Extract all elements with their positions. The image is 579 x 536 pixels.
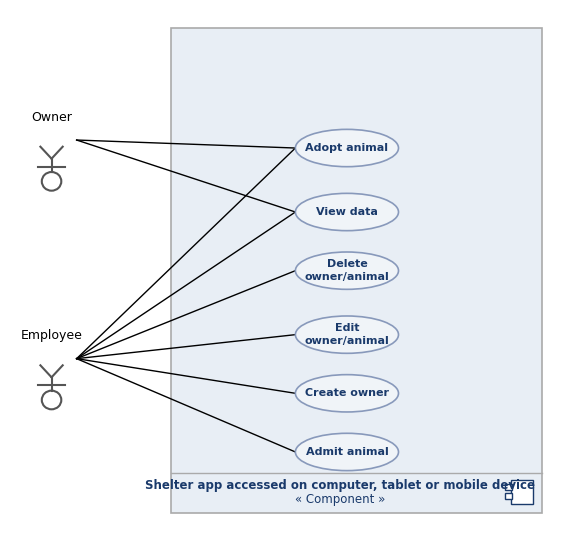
Text: Create owner: Create owner bbox=[305, 388, 389, 398]
Ellipse shape bbox=[295, 129, 398, 167]
Text: Owner: Owner bbox=[31, 111, 72, 124]
Text: « Component »: « Component » bbox=[295, 494, 385, 507]
Text: Edit
owner/animal: Edit owner/animal bbox=[305, 323, 389, 346]
Ellipse shape bbox=[295, 252, 398, 289]
Text: Adopt animal: Adopt animal bbox=[306, 143, 389, 153]
Ellipse shape bbox=[295, 375, 398, 412]
Ellipse shape bbox=[295, 316, 398, 353]
FancyBboxPatch shape bbox=[511, 480, 533, 504]
Text: Employee: Employee bbox=[21, 329, 82, 343]
Text: Shelter app accessed on computer, tablet or mobile device: Shelter app accessed on computer, tablet… bbox=[145, 479, 535, 492]
Ellipse shape bbox=[295, 433, 398, 471]
Ellipse shape bbox=[295, 193, 398, 230]
Text: View data: View data bbox=[316, 207, 378, 217]
FancyBboxPatch shape bbox=[505, 484, 512, 490]
FancyBboxPatch shape bbox=[171, 28, 542, 513]
FancyBboxPatch shape bbox=[505, 493, 512, 500]
Text: Delete
owner/animal: Delete owner/animal bbox=[305, 259, 389, 282]
Text: Admit animal: Admit animal bbox=[306, 447, 389, 457]
